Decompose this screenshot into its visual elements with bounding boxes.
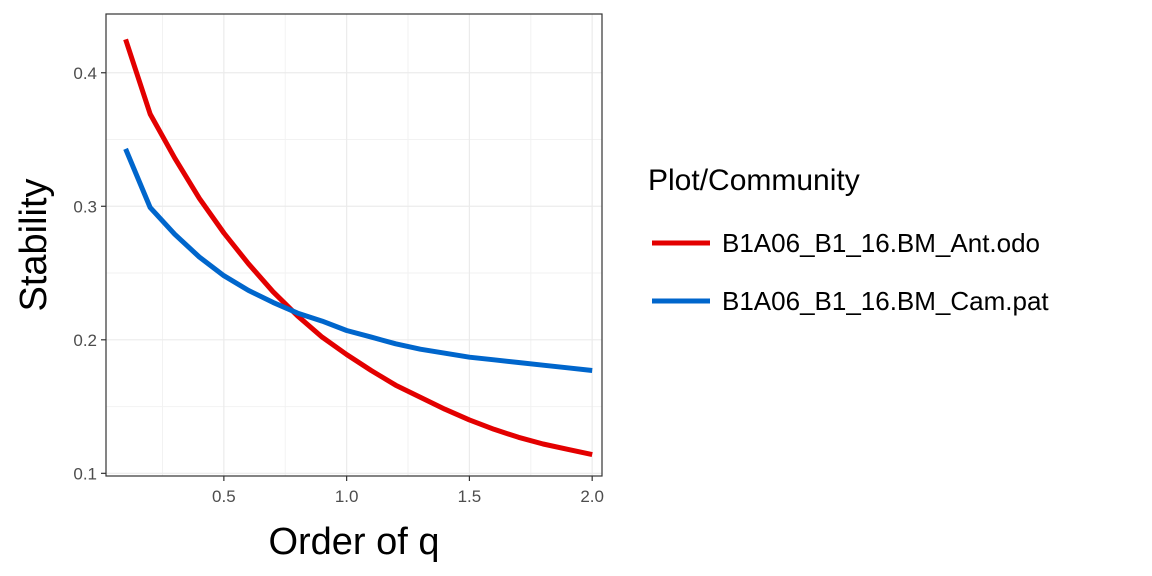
y-tick-label: 0.3 bbox=[73, 197, 97, 216]
x-tick-label: 1.0 bbox=[335, 487, 359, 506]
series-line bbox=[123, 38, 593, 458]
legend-items: B1A06_B1_16.BM_Ant.odo B1A06_B1_16.BM_Cam… bbox=[652, 228, 1049, 316]
legend-title: Plot/Community bbox=[648, 164, 860, 197]
legend: Plot/Community B1A06_B1_16.BM_Ant.odoB1A… bbox=[648, 164, 1049, 316]
x-tick-label: 2.0 bbox=[580, 487, 604, 506]
panel-border bbox=[105, 13, 603, 477]
y-tick-label: 0.4 bbox=[73, 64, 97, 83]
legend-label: B1A06_B1_16.BM_Cam.pat bbox=[722, 286, 1049, 316]
y-tick-labels: 0.1 0.2 0.3 0.4 bbox=[73, 64, 97, 484]
y-tick-label: 0.1 bbox=[73, 464, 97, 483]
legend-label: B1A06_B1_16.BM_Ant.odo bbox=[722, 228, 1040, 258]
x-tick-labels: 0.5 1.0 1.5 2.0 bbox=[212, 487, 604, 506]
y-tick-label: 0.2 bbox=[73, 331, 97, 350]
x-axis-title: Order of q bbox=[268, 521, 439, 563]
grid-major bbox=[106, 14, 602, 476]
y-axis-title: Stability bbox=[13, 178, 55, 311]
series-layer bbox=[123, 38, 593, 458]
axis-ticks bbox=[101, 72, 593, 481]
grid-minor bbox=[106, 14, 602, 476]
x-tick-label: 1.5 bbox=[458, 487, 482, 506]
series-line bbox=[123, 147, 593, 373]
x-tick-label: 0.5 bbox=[212, 487, 236, 506]
